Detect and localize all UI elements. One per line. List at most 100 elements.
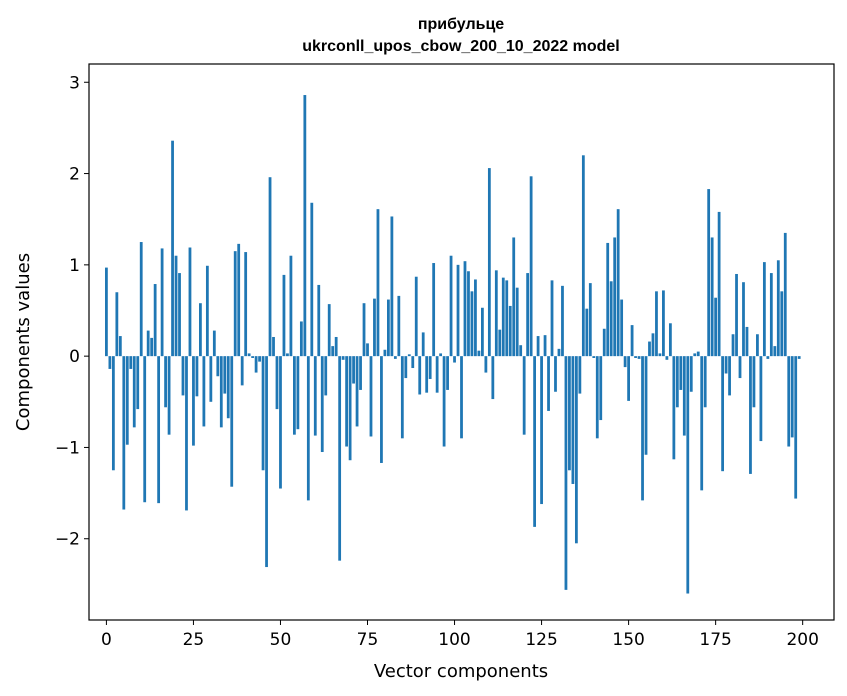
bar-168 [689,356,693,392]
bars-group [105,95,801,594]
bar-65 [331,346,335,357]
bar-20 [174,255,178,357]
bar-24 [188,247,192,357]
bar-98 [446,356,449,390]
bar-21 [178,273,181,357]
bar-34 [223,356,227,394]
bar-182 [738,356,742,379]
bar-156 [648,341,651,357]
bar-26 [195,356,199,397]
bar-174 [710,237,714,357]
bar-71 [352,356,355,384]
bar-56 [299,321,303,357]
bar-194 [780,291,784,357]
bar-149 [623,356,627,368]
bar-37 [233,251,237,357]
bar-137 [581,155,585,357]
bar-196 [787,356,791,447]
bar-54 [293,356,296,435]
bar-141 [595,356,599,439]
bar-92 [425,356,429,393]
bar-134 [571,356,575,484]
bar-14 [153,284,157,357]
bar-113 [498,329,502,357]
bar-199 [797,356,801,359]
bar-157 [651,333,655,357]
bar-30 [209,356,213,402]
bar-72 [355,356,359,427]
x-tick-label: 0 [101,630,112,650]
bar-190 [766,356,770,359]
bar-93 [428,356,432,379]
bar-64 [327,304,331,357]
bar-111 [491,356,495,400]
bar-189 [762,262,766,357]
bar-13 [150,337,154,357]
bar-96 [439,353,443,357]
bar-135 [574,356,578,544]
bar-10 [139,242,143,357]
bar-74 [362,303,366,357]
bar-84 [397,295,401,357]
bar-165 [679,356,683,390]
bar-73 [359,356,362,390]
bar-29 [205,265,209,357]
bar-169 [693,353,697,357]
bar-0 [105,267,108,357]
bar-60 [313,356,317,436]
bar-95 [435,356,439,393]
bar-57 [303,95,307,357]
bar-159 [658,353,662,357]
bar-82 [390,216,394,357]
bar-143 [602,328,606,357]
bar-167 [686,356,690,594]
bar-39 [240,356,244,386]
bar-49 [275,356,279,410]
bar-11 [143,356,147,503]
bar-148 [620,299,624,357]
bar-122 [529,176,533,357]
x-tick-label: 125 [525,630,557,650]
bar-198 [794,356,798,499]
bar-133 [568,356,571,471]
bar-55 [296,356,300,430]
bar-81 [387,299,390,357]
chart-title: прибульце [418,16,504,33]
bar-117 [512,237,516,357]
bar-44 [258,356,261,362]
bar-86 [404,356,408,379]
bar-66 [334,336,338,357]
bar-158 [655,291,658,357]
bar-112 [494,270,498,357]
bar-151 [630,325,634,357]
bar-130 [557,348,561,357]
bar-129 [554,356,557,392]
bar-193 [776,260,780,357]
bar-105 [470,291,474,357]
x-tick-label: 50 [270,630,292,650]
bar-181 [735,273,738,357]
bar-140 [592,356,596,358]
bar-101 [456,264,460,357]
bar-128 [550,280,554,357]
bar-197 [790,356,794,438]
x-axis-label: Vector components [374,661,548,682]
bar-42 [251,356,255,358]
bar-77 [373,298,376,357]
bar-142 [599,356,603,421]
bar-195 [783,232,787,357]
bar-90 [418,356,422,395]
bar-52 [286,353,289,357]
bar-180 [731,334,735,357]
x-tick-label: 150 [612,630,644,650]
bar-108 [481,307,484,357]
bar-91 [421,332,425,357]
x-tick-label: 200 [786,630,818,650]
bar-185 [749,356,752,474]
bar-163 [672,356,676,460]
bar-115 [505,280,509,357]
bar-3 [115,292,119,357]
x-tick-label: 175 [699,630,731,650]
bar-19 [171,140,174,357]
